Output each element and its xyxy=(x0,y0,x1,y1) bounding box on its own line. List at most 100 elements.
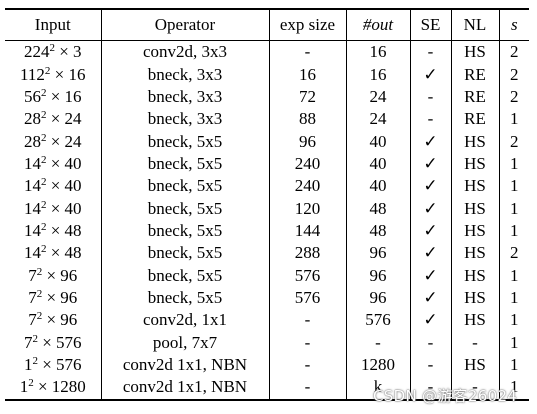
cell-exp-size: - xyxy=(268,331,346,354)
cell-nl: HS xyxy=(450,286,499,310)
cell-out: 40 xyxy=(345,175,410,198)
input-size: 28 xyxy=(23,109,41,129)
input-exponent: 2 xyxy=(40,198,47,211)
input-exponent: 2 xyxy=(40,176,47,189)
cell-exp-size: 16 xyxy=(268,63,346,86)
table-body: 2242 × 3 conv2d, 3x3-16- HS 2 1122 × 16 bneck… xyxy=(5,40,529,401)
input-exponent: 2 xyxy=(40,131,47,144)
cell-exp-size: - xyxy=(268,40,346,64)
header-se: SE xyxy=(409,8,451,41)
cell-input: 562 × 16 xyxy=(5,86,101,108)
input-exponent: 2 xyxy=(36,287,43,300)
cell-out: 16 xyxy=(345,40,410,64)
cell-nl: RE xyxy=(450,108,499,131)
cell-se: - xyxy=(409,331,451,354)
input-size: 7 xyxy=(28,287,37,307)
cell-nl: HS xyxy=(450,197,499,220)
table-row: 72 × 96 bneck, 5x5 576 96 ✓ HS 1 xyxy=(5,286,529,310)
input-channels: × 96 xyxy=(46,310,78,330)
table-row: 12 × 1280 conv2d 1x1, NBN - k - -1 xyxy=(5,376,529,401)
cell-exp-size: 288 xyxy=(268,242,346,265)
cell-se: - xyxy=(409,85,451,109)
cell-input: 12 × 576 xyxy=(5,354,101,376)
cell-input: 72 × 576 xyxy=(5,331,101,353)
cell-se: ✓ xyxy=(409,219,451,243)
input-size: 7 xyxy=(28,310,37,330)
input-channels: × 3 xyxy=(59,42,82,62)
cell-out: 96 xyxy=(345,264,410,287)
table-row: 562 × 16 bneck, 3x3 72 24- RE 2 xyxy=(5,85,529,109)
cell-out: - xyxy=(345,331,410,354)
header-row: Input Operator exp size #out SE NL s xyxy=(5,8,529,41)
cell-operator: conv2d 1x1, NBN xyxy=(100,376,269,401)
cell-out: 48 xyxy=(345,219,410,243)
cell-stride: 2 xyxy=(498,242,529,265)
header-operator: Operator xyxy=(100,8,269,41)
cell-out: 96 xyxy=(345,286,410,310)
cell-operator: conv2d, 3x3 xyxy=(100,40,269,64)
cell-exp-size: 144 xyxy=(268,219,346,243)
cell-operator: bneck, 5x5 xyxy=(100,130,269,153)
architecture-table-container: Input Operator exp size #out SE NL s 224… xyxy=(5,8,529,401)
cell-operator: conv2d 1x1, NBN xyxy=(100,353,269,377)
cell-input: 12 × 1280 xyxy=(5,376,101,401)
input-size: 112 xyxy=(20,64,45,84)
input-channels: × 40 xyxy=(50,198,82,218)
cell-se: ✓ xyxy=(409,309,451,332)
cell-nl: HS xyxy=(450,242,499,265)
input-channels: × 576 xyxy=(42,332,82,352)
input-channels: × 48 xyxy=(50,220,82,240)
cell-stride: 1 xyxy=(498,108,529,131)
cell-input: 142 × 48 xyxy=(5,242,101,264)
input-exponent: 2 xyxy=(40,86,47,99)
cell-operator: bneck, 5x5 xyxy=(100,286,269,310)
cell-se: ✓ xyxy=(409,197,451,220)
cell-input: 142 × 40 xyxy=(5,175,101,197)
cell-stride: 2 xyxy=(498,85,529,109)
cell-stride: 1 xyxy=(498,175,529,198)
cell-exp-size: 120 xyxy=(268,197,346,220)
input-size: 1 xyxy=(23,354,33,374)
input-exponent: 2 xyxy=(40,153,47,166)
cell-input: 282 × 24 xyxy=(5,130,101,152)
cell-nl: RE xyxy=(450,63,499,86)
cell-se: ✓ xyxy=(409,242,451,265)
header-nl: NL xyxy=(450,8,499,41)
input-size: 7 xyxy=(28,265,37,285)
cell-input: 72 × 96 xyxy=(5,264,101,286)
cell-operator: bneck, 5x5 xyxy=(100,264,269,287)
cell-input: 142 × 48 xyxy=(5,220,101,242)
input-size: 7 xyxy=(23,332,33,352)
input-exponent: 2 xyxy=(49,42,55,55)
cell-out: 48 xyxy=(345,197,410,220)
table-header: Input Operator exp size #out SE NL s xyxy=(5,8,529,41)
cell-operator: bneck, 5x5 xyxy=(100,175,269,198)
table-row: 142 × 48 bneck, 5x5 288 96 ✓ HS 2 xyxy=(5,242,529,265)
cell-se: ✓ xyxy=(409,152,451,176)
cell-se: ✓ xyxy=(409,286,451,310)
input-channels: × 1280 xyxy=(37,377,86,397)
input-size: 56 xyxy=(23,86,41,106)
cell-se: - xyxy=(409,376,451,401)
table-row: 282 × 24 bneck, 3x3 88 24- RE 1 xyxy=(5,108,529,131)
cell-nl: HS xyxy=(450,264,499,287)
table-row: 72 × 96 bneck, 5x5 576 96 ✓ HS 1 xyxy=(5,264,529,287)
cell-se: ✓ xyxy=(409,264,451,287)
cell-se: ✓ xyxy=(409,175,451,198)
cell-stride: 2 xyxy=(498,40,529,64)
input-channels: × 16 xyxy=(54,64,86,84)
cell-exp-size: - xyxy=(268,353,346,377)
input-exponent: 2 xyxy=(32,354,38,367)
input-size: 14 xyxy=(23,243,41,263)
cell-out: 96 xyxy=(345,242,410,265)
table-row: 72 × 576 pool, 7x7- - - -1 xyxy=(5,331,529,354)
cell-se: - xyxy=(409,40,451,64)
cell-se: - xyxy=(409,353,451,377)
cell-input: 1122 × 16 xyxy=(5,63,101,85)
cell-out: 24 xyxy=(345,85,410,109)
input-channels: × 16 xyxy=(50,86,82,106)
table-row: 142 × 40 bneck, 5x5 120 48 ✓ HS 1 xyxy=(5,197,529,220)
cell-stride: 1 xyxy=(498,264,529,287)
input-channels: × 40 xyxy=(50,153,82,173)
table-row: 1122 × 16 bneck, 3x3 16 16 ✓ RE 2 xyxy=(5,63,529,86)
